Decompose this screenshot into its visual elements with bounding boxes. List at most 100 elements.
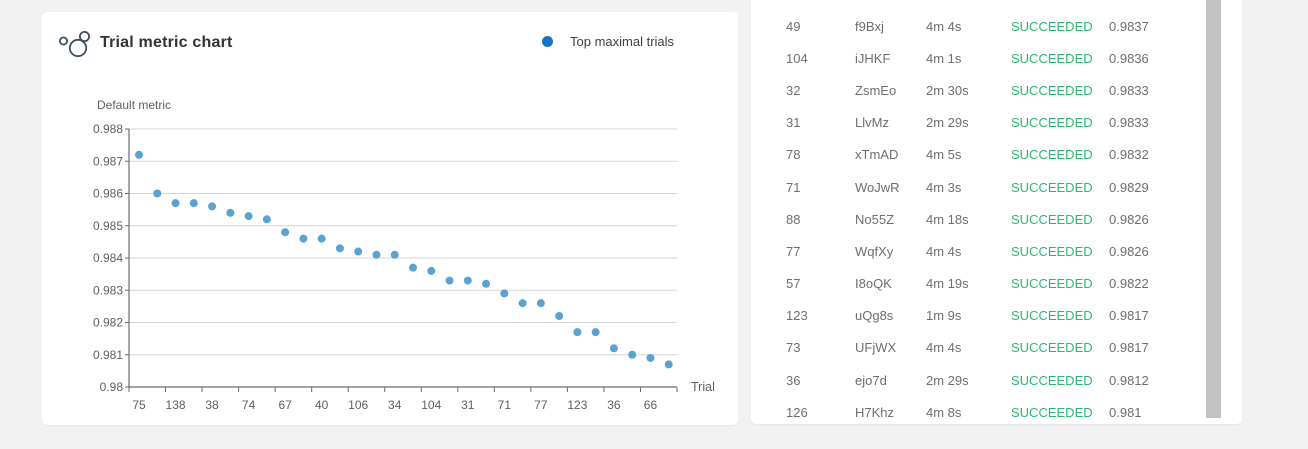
scatter-point[interactable] [409,263,417,272]
trial-id-cell: 32 [786,82,801,98]
trial-status-cell: SUCCEEDED [1011,404,1093,420]
scatter-point[interactable] [153,189,162,198]
scatter-point[interactable] [518,299,527,308]
trial-name-cell: UFjWX [855,340,897,356]
trial-metric-scatter-chart[interactable]: Default metric 0.988 0.987 0.986 0.985 0.984 0… [42,72,738,425]
y-axis-title: Default metric [97,98,171,112]
trial-duration-cell: 1m 9s [926,308,962,324]
scatter-point[interactable] [646,353,655,362]
table-row[interactable]: 126 H7Khz 4m 8s SUCCEEDED 0.981 [751,396,1242,428]
trials-table-card: 49 f9Bxj 4m 4s SUCCEEDED 0.9837 104 iJHKF 4m 1s… [751,0,1242,424]
x-tick-label: 138 [166,398,186,412]
legend-top-maximal-trials[interactable]: Top maximal trials [542,34,674,49]
scatter-point[interactable] [500,289,509,298]
trial-status-cell: SUCCEEDED [1011,82,1093,98]
scatter-point[interactable] [390,250,399,259]
y-tick-label: 0.984 [93,251,123,265]
trial-name-cell: No55Z [855,211,895,227]
scatter-point[interactable] [335,244,344,253]
scatter-point[interactable] [317,234,326,243]
trial-id-cell: 31 [786,115,801,131]
scatter-point[interactable] [189,199,198,208]
trial-metric-cell: 0.9837 [1109,18,1149,34]
y-tick-label: 0.981 [93,348,123,362]
x-tick-label: 106 [348,398,368,412]
scatter-point[interactable] [299,234,308,243]
trial-metric-cell: 0.9826 [1109,243,1149,259]
table-scrollbar[interactable] [1206,0,1221,424]
scatter-point[interactable] [591,328,600,337]
scatter-point[interactable] [226,208,235,217]
table-row[interactable]: 123 uQg8s 1m 9s SUCCEEDED 0.9817 [751,300,1242,332]
trial-metric-cell: 0.981 [1109,404,1142,420]
scatter-point[interactable] [573,328,582,337]
x-tick-label: 75 [132,398,146,412]
table-row[interactable]: 104 iJHKF 4m 1s SUCCEEDED 0.9836 [751,42,1242,74]
trial-id-cell: 49 [786,18,801,34]
scatter-point[interactable] [609,344,618,353]
x-tick-label: 38 [205,398,219,412]
y-tick-label: 0.985 [93,219,123,233]
scatter-point[interactable] [244,212,253,221]
trial-duration-cell: 4m 4s [926,18,962,34]
trial-metric-cell: 0.9826 [1109,211,1149,227]
scatter-point[interactable] [628,350,637,359]
table-row[interactable]: 77 WqfXy 4m 4s SUCCEEDED 0.9826 [751,235,1242,267]
trial-id-cell: 104 [786,50,808,66]
scatter-point[interactable] [482,279,491,288]
table-row[interactable]: 73 UFjWX 4m 4s SUCCEEDED 0.9817 [751,332,1242,364]
trial-name-cell: ejo7d [855,372,887,388]
x-tick-label: 34 [388,398,402,412]
trial-status-cell: SUCCEEDED [1011,308,1093,324]
table-row[interactable]: 36 ejo7d 2m 29s SUCCEEDED 0.9812 [751,364,1242,396]
trial-duration-cell: 4m 5s [926,147,962,163]
scatter-point[interactable] [536,299,545,308]
trial-metric-cell: 0.9817 [1109,340,1149,356]
y-tick-label: 0.982 [93,316,123,330]
table-row[interactable]: 88 No55Z 4m 18s SUCCEEDED 0.9826 [751,203,1242,235]
trial-status-cell: SUCCEEDED [1011,18,1093,34]
table-row[interactable]: 78 xTmAD 4m 5s SUCCEEDED 0.9832 [751,139,1242,171]
scatter-point[interactable] [664,360,673,369]
trial-metric-cell: 0.9836 [1109,50,1149,66]
trial-id-cell: 71 [786,179,801,195]
scrollbar-thumb[interactable] [1206,0,1221,418]
legend-dot-icon [542,36,553,47]
x-tick-label: 67 [278,398,292,412]
scatter-point[interactable] [445,276,454,285]
y-tick-label: 0.988 [93,122,123,136]
trial-duration-cell: 2m 30s [926,82,969,98]
y-tick-label: 0.986 [93,187,123,201]
scatter-point[interactable] [171,199,180,208]
y-tick-label: 0.98 [100,380,124,394]
scatter-point[interactable] [354,247,363,256]
trial-name-cell: LlvMz [855,115,889,131]
scatter-point[interactable] [135,150,143,159]
trial-metric-chart-card: Trial metric chart Top maximal trials De… [42,12,738,425]
scatter-point[interactable] [208,202,217,211]
scatter-point[interactable] [427,266,436,275]
x-tick-label: 31 [461,398,475,412]
trial-id-cell: 57 [786,276,801,292]
table-row[interactable]: 32 ZsmEo 2m 30s SUCCEEDED 0.9833 [751,74,1242,106]
y-tick-label: 0.987 [93,154,123,168]
table-row[interactable]: 49 f9Bxj 4m 4s SUCCEEDED 0.9837 [751,10,1242,42]
table-row[interactable]: 71 WoJwR 4m 3s SUCCEEDED 0.9829 [751,171,1242,203]
trial-status-cell: SUCCEEDED [1011,243,1093,259]
scatter-point[interactable] [262,215,271,224]
trial-id-cell: 36 [786,372,801,388]
table-row[interactable]: 31 LlvMz 2m 29s SUCCEEDED 0.9833 [751,107,1242,139]
x-tick-label: 71 [498,398,512,412]
scatter-point[interactable] [463,276,472,285]
trial-duration-cell: 4m 4s [926,243,962,259]
x-axis-title: Trial [691,380,715,394]
trial-status-cell: SUCCEEDED [1011,276,1093,292]
trial-duration-cell: 4m 3s [926,179,962,195]
trial-status-cell: SUCCEEDED [1011,340,1093,356]
trial-id-cell: 77 [786,243,801,259]
scatter-point[interactable] [372,250,381,259]
scatter-point[interactable] [555,312,564,321]
table-row[interactable]: 57 I8oQK 4m 19s SUCCEEDED 0.9822 [751,268,1242,300]
trial-name-cell: H7Khz [855,404,895,420]
scatter-point[interactable] [281,228,290,237]
